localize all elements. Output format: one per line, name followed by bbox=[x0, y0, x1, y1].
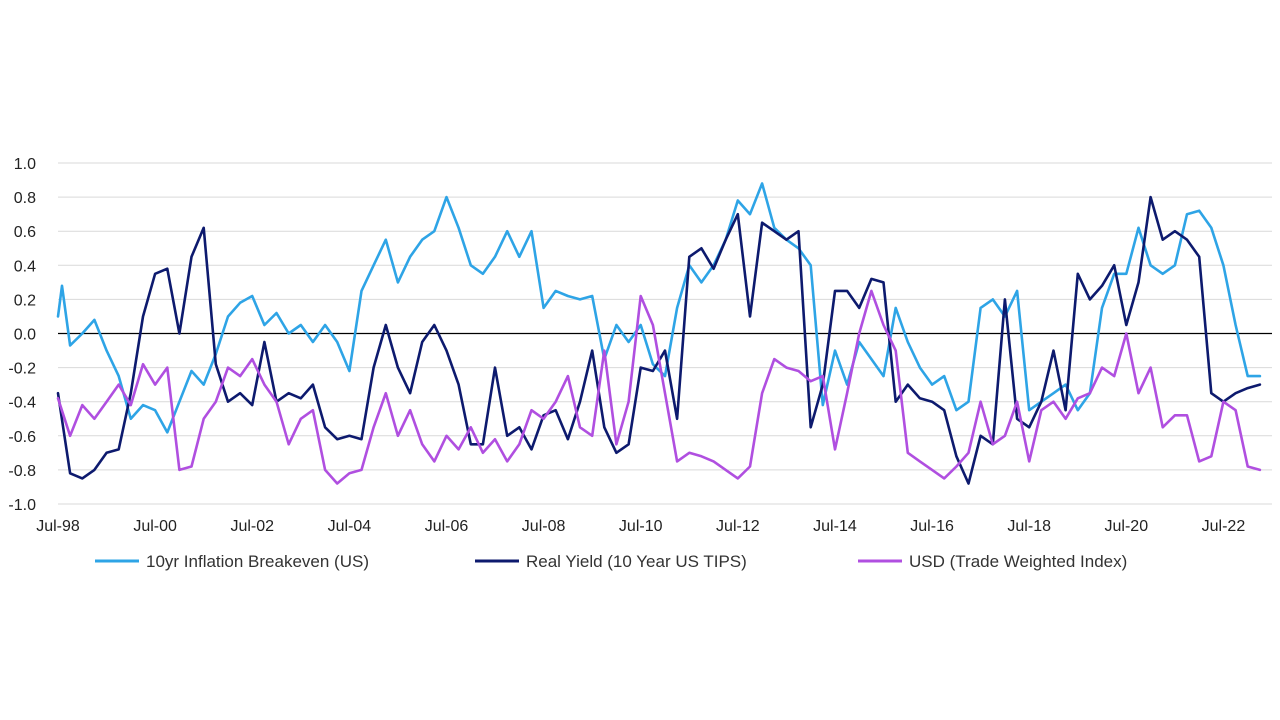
x-tick-label: Jul-06 bbox=[425, 518, 469, 535]
x-tick-label: Jul-02 bbox=[230, 518, 274, 535]
y-tick-label: -0.2 bbox=[8, 361, 36, 378]
series-line-3 bbox=[56, 289, 1262, 485]
y-tick-label: 1.0 bbox=[14, 156, 36, 173]
y-tick-label: 0.8 bbox=[14, 190, 36, 207]
x-tick-label: Jul-20 bbox=[1105, 518, 1149, 535]
x-tick-label: Jul-18 bbox=[1007, 518, 1051, 535]
x-tick-label: Jul-22 bbox=[1202, 518, 1246, 535]
grid-lines bbox=[58, 162, 1272, 505]
y-tick-label: -0.8 bbox=[8, 463, 36, 480]
x-tick-label: Jul-12 bbox=[716, 518, 760, 535]
x-tick-label: Jul-98 bbox=[36, 518, 80, 535]
x-axis-tick-labels: Jul-98 Jul-00 Jul-02 Jul-04 Jul-06 Jul-08 Jul-… bbox=[36, 518, 1245, 535]
legend-item: USD (Trade Weighted Index) bbox=[858, 552, 1127, 571]
y-tick-label: -0.6 bbox=[8, 429, 36, 446]
y-tick-label: 0.6 bbox=[14, 224, 36, 241]
x-tick-label: Jul-16 bbox=[910, 518, 954, 535]
legend-item: Real Yield (10 Year US TIPS) bbox=[475, 552, 747, 571]
x-tick-label: Jul-00 bbox=[133, 518, 177, 535]
legend: 10yr Inflation Breakeven (US) Real Yield … bbox=[95, 552, 1127, 571]
y-tick-label: -1.0 bbox=[8, 497, 36, 514]
series-line-2 bbox=[56, 195, 1262, 485]
x-tick-label: Jul-04 bbox=[328, 518, 372, 535]
legend-label: 10yr Inflation Breakeven (US) bbox=[146, 552, 369, 571]
x-tick-label: Jul-14 bbox=[813, 518, 857, 535]
legend-item: 10yr Inflation Breakeven (US) bbox=[95, 552, 369, 571]
series-line-1 bbox=[56, 182, 1262, 434]
legend-label: Real Yield (10 Year US TIPS) bbox=[526, 552, 747, 571]
legend-label: USD (Trade Weighted Index) bbox=[909, 552, 1127, 571]
y-axis-tick-labels: 1.0 0.8 0.6 0.4 0.2 0.0 -0.2 -0.4 -0.6 -0.8 -1.0 bbox=[8, 156, 36, 514]
y-tick-label: 0.4 bbox=[14, 258, 36, 275]
x-tick-label: Jul-10 bbox=[619, 518, 663, 535]
y-tick-label: 0.2 bbox=[14, 292, 36, 309]
series-lines bbox=[56, 182, 1262, 485]
y-tick-label: -0.4 bbox=[8, 395, 36, 412]
y-tick-label: 0.0 bbox=[14, 327, 36, 344]
x-tick-label: Jul-08 bbox=[522, 518, 566, 535]
